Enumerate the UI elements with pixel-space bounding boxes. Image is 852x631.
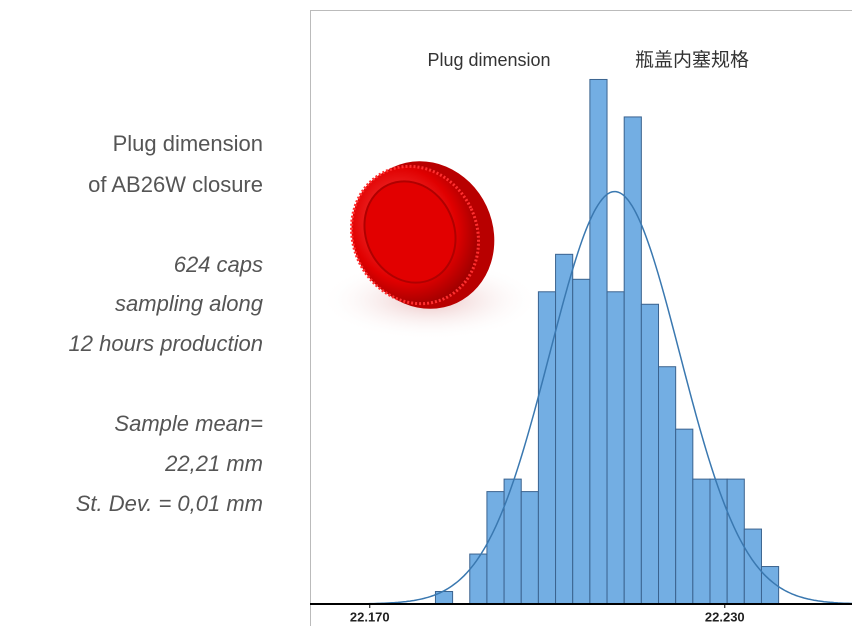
x-tick-label: 22.230 [705, 609, 745, 624]
desc-stats: St. Dev. = 0,01 mm [76, 491, 263, 516]
description: Plug dimension of AB26W closure 624 caps… [69, 131, 264, 516]
chart-title: Plug dimension [427, 50, 550, 70]
bar [555, 253, 574, 605]
bar [709, 478, 728, 605]
desc-title: Plug dimension [113, 131, 263, 156]
bar [520, 491, 539, 605]
desc-sampling: 12 hours production [69, 331, 263, 356]
bar [572, 278, 591, 605]
bar [692, 478, 711, 605]
bar [640, 303, 660, 605]
desc-sampling: sampling along [115, 291, 264, 316]
cap-image [320, 161, 540, 340]
desc-stats: 22,21 mm [164, 451, 263, 476]
bar [589, 78, 608, 605]
bar [658, 366, 677, 605]
bar [486, 491, 505, 605]
bar [606, 291, 625, 605]
bar [675, 428, 694, 605]
x-tick-label: 22.170 [350, 609, 390, 624]
desc-sampling: 624 caps [174, 252, 263, 277]
bar [743, 528, 762, 605]
plot: 22.170 22.230 [310, 78, 852, 624]
chart-subtitle: 瓶盖内塞规格 [635, 49, 749, 71]
bar [469, 553, 488, 605]
bar [623, 116, 642, 605]
desc-title: of AB26W closure [88, 172, 263, 197]
bar [503, 478, 522, 605]
fit-curve [330, 190, 852, 605]
desc-stats: Sample mean= [114, 411, 263, 436]
